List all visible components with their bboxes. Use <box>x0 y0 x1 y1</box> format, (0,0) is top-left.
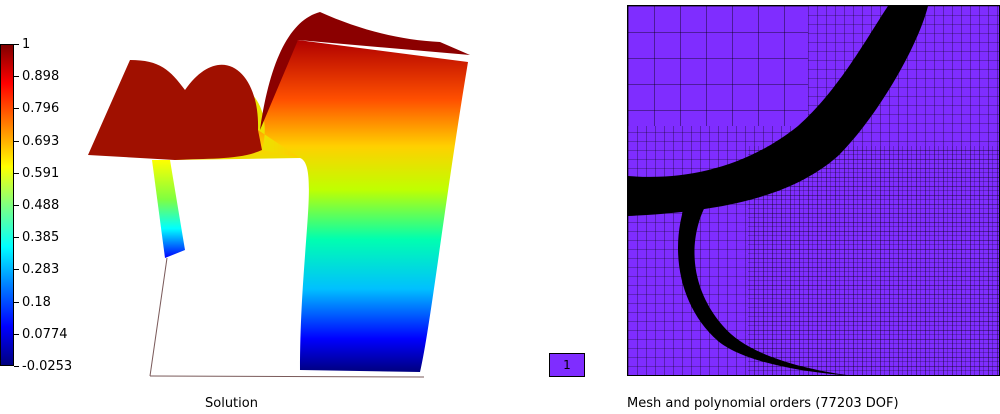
colorbar-tick-label: 0.898 <box>22 69 60 85</box>
plot-bounding-box <box>149 257 425 378</box>
polynomial-order-legend-item: 1 <box>549 353 585 377</box>
colorbar-tick <box>14 172 19 174</box>
colorbar-tick <box>14 205 19 206</box>
colorbar-tick <box>14 237 19 239</box>
colorbar-tick <box>14 108 19 110</box>
mesh-caption: Mesh and polynomial orders (77203 DOF) <box>627 396 899 411</box>
mesh-grid <box>628 6 999 375</box>
colorbar-tick-label: 0.693 <box>22 133 60 149</box>
colorbar-tick-label: 0.591 <box>22 165 60 181</box>
colorbar-tick-label: 0.18 <box>22 294 51 310</box>
colorbar <box>0 44 14 366</box>
colorbar-tick <box>14 44 19 45</box>
colorbar-tick-label: 0.796 <box>22 101 60 117</box>
surface <box>88 12 470 372</box>
colorbar-tick <box>14 76 19 78</box>
colorbar-tick <box>14 269 19 271</box>
solution-caption: Solution <box>205 396 258 411</box>
colorbar-tick-label: 0.283 <box>22 262 60 278</box>
colorbar-tick-label: -0.0253 <box>22 359 73 374</box>
colorbar-tick-label: 0.385 <box>22 230 60 246</box>
colorbar-tick-label: 1 <box>22 37 31 52</box>
colorbar-tick-label: 0.488 <box>22 198 60 213</box>
mesh-plot <box>627 5 1000 376</box>
solution-surface-plot <box>88 12 470 378</box>
colorbar-tick <box>14 301 19 303</box>
colorbar-tick <box>14 140 19 142</box>
solution-panel: 1 0.898 0.796 0.693 0.591 0.488 0.385 0.283 0.18… <box>0 12 470 411</box>
colorbar-tick <box>14 366 19 367</box>
colorbar-tick-label: 0.0774 <box>22 326 68 342</box>
colorbar-tick <box>14 333 19 335</box>
